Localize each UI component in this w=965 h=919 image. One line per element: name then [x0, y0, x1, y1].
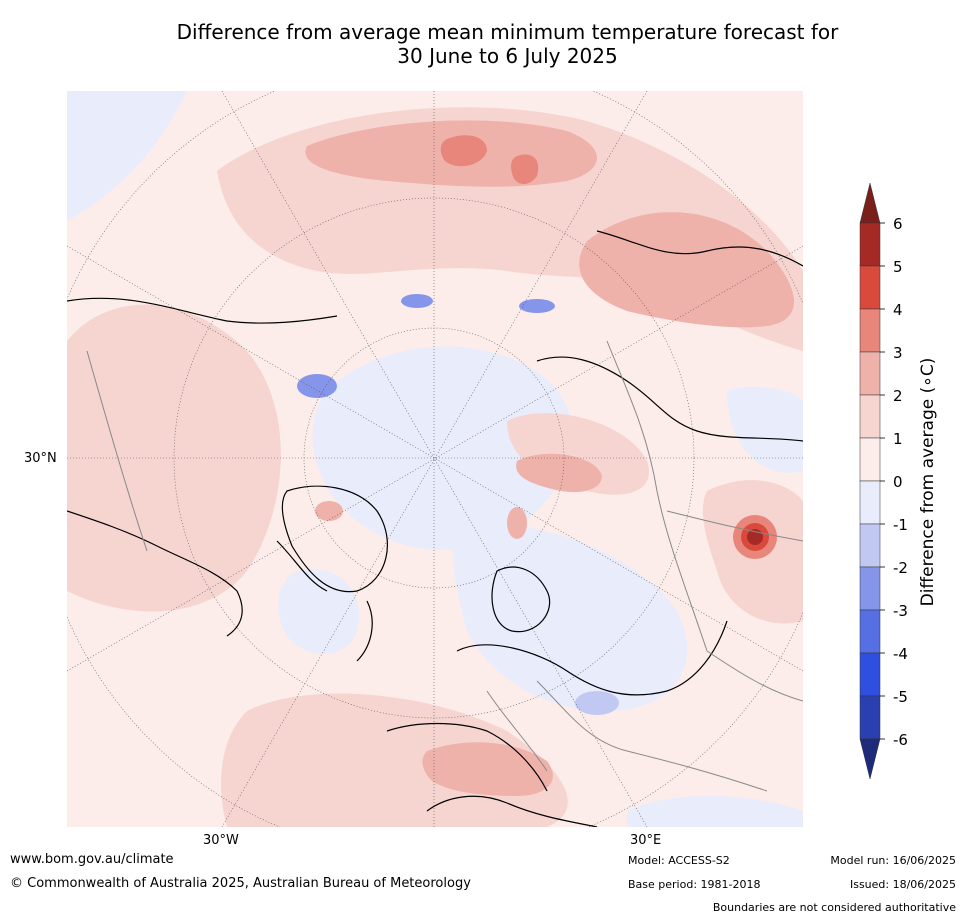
colorbar-swatch [859, 308, 881, 353]
cb-tick-2: 2 [893, 387, 903, 405]
footer-copyright: © Commonwealth of Australia 2025, Austra… [10, 876, 471, 891]
warm-region-siberia [579, 212, 794, 328]
warm-hotspot-core [747, 529, 763, 545]
colorbar-swatch [859, 480, 881, 525]
cool-region-south [627, 796, 803, 827]
colorbar-swatch [859, 609, 881, 654]
footer-issued: Issued: 18/06/2025 [849, 878, 956, 891]
warm-spot-nordic [507, 507, 527, 539]
colorbar-swatch [859, 437, 881, 482]
cb-tick-6: 6 [893, 215, 903, 233]
cool-region-east [727, 386, 803, 473]
colorbar-swatch [859, 523, 881, 568]
map-canvas [67, 91, 803, 827]
colorbar-arrow-top [859, 182, 881, 224]
colorbar-swatch [859, 265, 881, 310]
warm-spot-north1 [440, 135, 487, 167]
cb-tick-m6: -6 [893, 731, 908, 749]
cb-tick-m2: -2 [893, 559, 908, 577]
colorbar-swatch [859, 695, 881, 740]
cb-tick-5: 5 [893, 258, 903, 276]
cool-spot-canada [297, 374, 337, 398]
warm-spot-north2 [511, 154, 539, 184]
cool-spot-blacksea [575, 691, 619, 715]
warm-region-scandinavia-east [507, 413, 649, 495]
title-line-2: 30 June to 6 July 2025 [397, 44, 618, 68]
footer-model-run: Model run: 16/06/2025 [830, 854, 956, 867]
lon-label-30w: 30°W [203, 833, 239, 848]
colorbar-swatch [859, 394, 881, 439]
colorbar-swatches [859, 222, 885, 740]
colorbar-label: Difference from average (∘C) [918, 357, 938, 607]
cool-spot-arctic1 [401, 294, 433, 308]
cb-tick-1: 1 [893, 430, 903, 448]
colorbar-swatch [859, 351, 881, 396]
footer-model: Model: ACCESS-S2 [628, 854, 730, 867]
coastlines [67, 230, 803, 827]
colorbar-swatch [859, 566, 881, 611]
colorbar-swatch [859, 652, 881, 697]
lat-label-30n: 30°N [24, 451, 57, 466]
lon-label-30e: 30°E [630, 833, 662, 848]
cb-tick-m3: -3 [893, 602, 908, 620]
graticule [67, 91, 803, 827]
footer-base-period: Base period: 1981-2018 [628, 878, 761, 891]
borders [86, 340, 803, 792]
colorbar [859, 182, 885, 780]
cool-spot-arctic2 [519, 299, 555, 313]
forecast-map[interactable] [67, 91, 803, 827]
title-line-1: Difference from average mean minimum tem… [176, 20, 839, 44]
cool-region-nw [67, 91, 187, 221]
map-title: Difference from average mean minimum tem… [60, 20, 955, 68]
cb-tick-0: 0 [893, 473, 903, 491]
colorbar-arrow-bottom [859, 738, 881, 780]
footer-boundaries-note: Boundaries are not considered authoritat… [712, 901, 956, 914]
warm-region-scandinavia-core [516, 453, 602, 493]
cb-tick-3: 3 [893, 344, 903, 362]
colorbar-swatch [859, 222, 881, 267]
cb-tick-m1: -1 [893, 516, 908, 534]
warm-region-mediterranean [422, 742, 553, 796]
cool-region-arctic [312, 346, 573, 550]
footer-url[interactable]: www.bom.gov.au/climate [10, 852, 174, 867]
cb-tick-4: 4 [893, 301, 903, 319]
cb-tick-m5: -5 [893, 688, 908, 706]
cb-tick-m4: -4 [893, 645, 908, 663]
cool-region-europe [452, 524, 688, 711]
warm-spot-greenland [315, 501, 343, 521]
